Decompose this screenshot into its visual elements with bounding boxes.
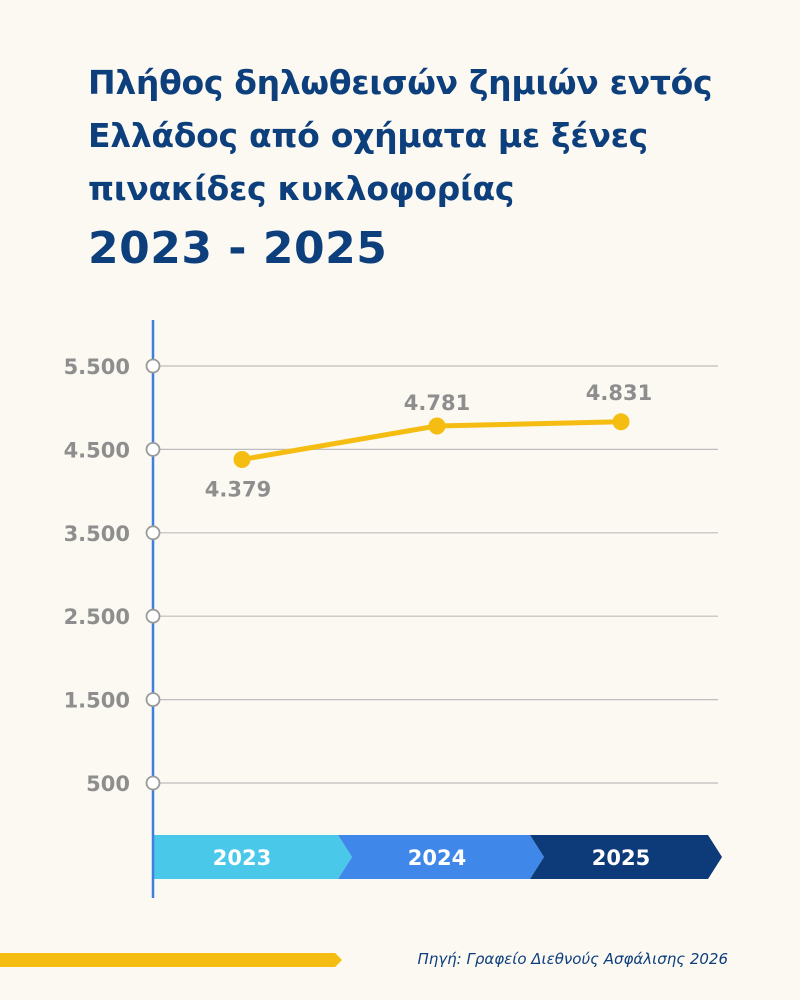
y-tick-marker — [145, 525, 161, 541]
title-years: 2023 - 2025 — [88, 223, 388, 274]
category-band-2023 — [153, 835, 352, 879]
data-point — [428, 417, 446, 435]
data-point — [612, 413, 630, 431]
title-line-1: Πλήθος δηλωθεισών ζημιών εντός — [88, 63, 713, 102]
chart-title: Πλήθος δηλωθεισών ζημιών εντός Ελλάδος α… — [88, 56, 768, 279]
y-tick-marker — [145, 608, 161, 624]
x-tick-label: 2025 — [592, 846, 650, 870]
y-tick-marker — [145, 441, 161, 457]
data-label: 4.379 — [205, 477, 271, 501]
category-band-2025 — [530, 835, 722, 879]
category-band-2024 — [338, 835, 544, 879]
data-label: 4.781 — [404, 391, 470, 415]
y-tick-marker — [145, 358, 161, 374]
y-tick-label: 4.500 — [64, 438, 130, 462]
source-note: Πηγή: Γραφείο Διεθνούς Ασφάλισης 2026 — [417, 950, 728, 968]
y-tick-label: 500 — [86, 772, 130, 796]
data-point — [233, 450, 251, 468]
x-tick-label: 2023 — [213, 846, 271, 870]
x-tick-label: 2024 — [408, 846, 466, 870]
y-tick-label: 5.500 — [64, 355, 130, 379]
title-line-2: Ελλάδος από οχήματα με ξένες — [88, 116, 648, 155]
source-accent-bar — [0, 953, 342, 967]
y-tick-label: 3.500 — [64, 522, 130, 546]
y-tick-label: 1.500 — [64, 689, 130, 713]
y-tick-marker — [145, 692, 161, 707]
y-tick-label: 2.500 — [64, 605, 130, 629]
title-line-3: πινακίδες κυκλοφορίας — [88, 169, 515, 208]
data-label: 4.831 — [586, 381, 652, 405]
y-tick-marker — [145, 775, 161, 791]
